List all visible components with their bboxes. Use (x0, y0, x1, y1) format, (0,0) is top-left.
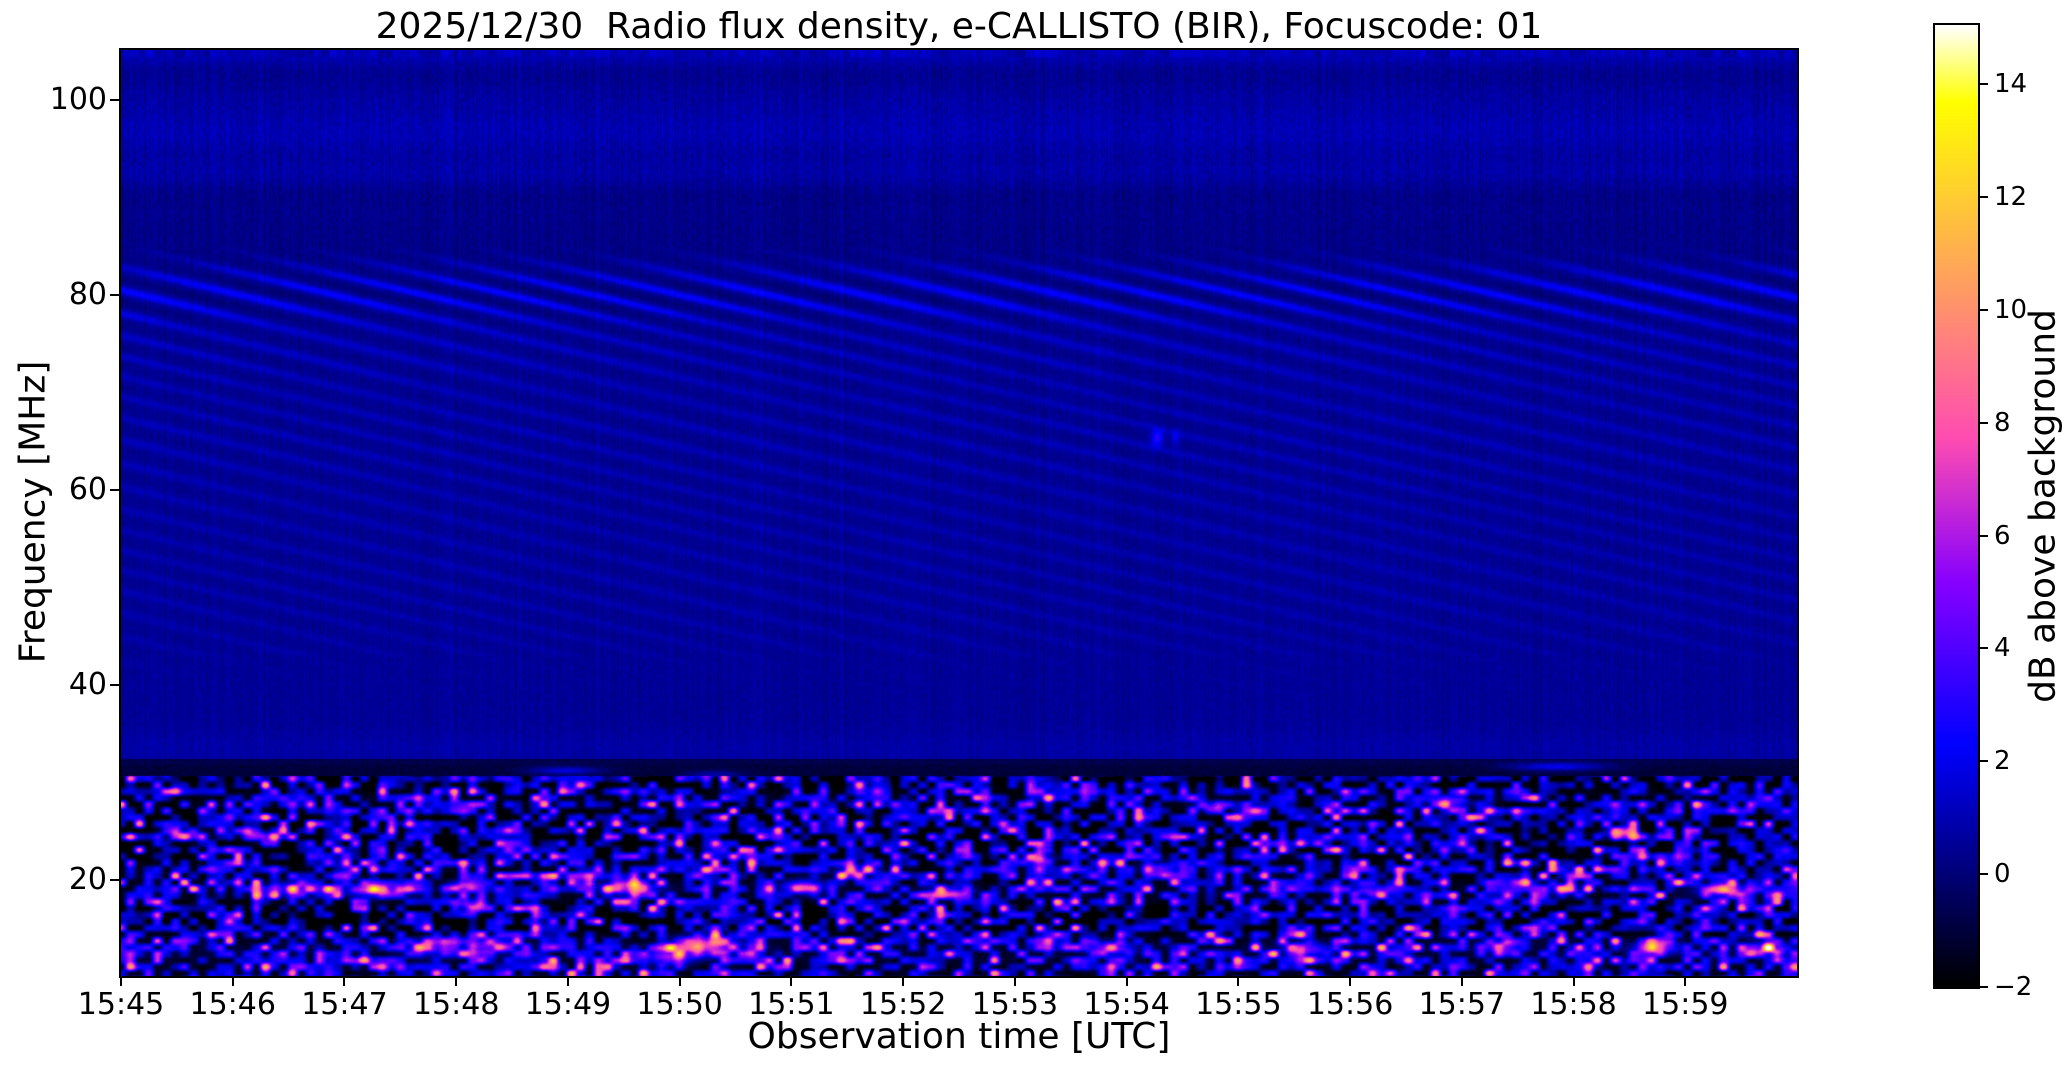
x-tick-label: 15:45 (77, 987, 165, 1022)
colorbar-tick-label: 6 (1994, 520, 2011, 551)
x-tick-label: 15:52 (859, 987, 947, 1022)
colorbar-tick-mark (1980, 760, 1988, 763)
x-tick-mark (343, 977, 346, 986)
colorbar-tick-label: 4 (1994, 633, 2011, 664)
colorbar-tick-label: −2 (1994, 972, 2033, 1002)
colorbar-tick-label: 2 (1994, 746, 2011, 777)
y-tick-label: 80 (68, 276, 107, 312)
colorbar-tick-mark (1980, 873, 1988, 876)
spectrogram-canvas (121, 50, 1797, 976)
colorbar-tick-mark (1980, 534, 1988, 537)
x-tick-label: 15:49 (524, 987, 612, 1022)
x-tick-mark (1460, 977, 1463, 986)
colorbar-label: dB above background (2022, 309, 2064, 703)
x-tick-mark (790, 977, 793, 986)
x-tick-mark (120, 977, 122, 986)
colorbar-tick-label: 12 (1994, 182, 2028, 213)
y-tick-mark (110, 879, 119, 882)
x-tick-label: 15:59 (1642, 987, 1729, 1022)
x-tick-label: 15:55 (1195, 987, 1282, 1022)
x-axis-label: Observation time [UTC] (747, 1016, 1171, 1057)
colorbar-tick-label: 14 (1994, 69, 2028, 100)
x-tick-mark (1349, 977, 1352, 986)
y-tick-mark (110, 489, 119, 492)
x-tick-mark (1237, 977, 1240, 986)
colorbar-tick-label: 10 (1994, 294, 2028, 325)
colorbar-tick-label: 8 (1994, 407, 2011, 438)
x-tick-mark (566, 977, 569, 986)
x-tick-label: 15:54 (1083, 987, 1170, 1022)
x-tick-mark (1013, 977, 1016, 986)
x-tick-label: 15:48 (412, 987, 500, 1022)
colorbar-tick-label: 0 (1994, 859, 2011, 890)
y-tick-mark (110, 98, 119, 101)
colorbar-tick-mark (1980, 647, 1988, 650)
colorbar-tick-mark (1980, 308, 1988, 311)
y-tick-label: 40 (68, 667, 107, 703)
plot-area (119, 48, 1799, 978)
x-tick-label: 15:58 (1530, 987, 1617, 1022)
y-tick-mark (110, 684, 119, 687)
chart-title: 2025/12/30 Radio flux density, e-CALLIST… (375, 6, 1543, 47)
x-tick-mark (1572, 977, 1575, 986)
x-tick-label: 15:51 (748, 987, 835, 1022)
x-tick-label: 15:56 (1306, 987, 1394, 1022)
y-tick-mark (110, 293, 119, 296)
x-tick-mark (902, 977, 905, 986)
x-tick-mark (455, 977, 458, 986)
x-tick-mark (1684, 977, 1687, 986)
colorbar-tick-mark (1980, 986, 1988, 988)
colorbar-tick-mark (1980, 83, 1988, 86)
colorbar-tick-mark (1980, 421, 1988, 424)
y-axis-label: Frequency [MHz] (12, 360, 54, 664)
colorbar-tick-mark (1980, 196, 1988, 199)
colorbar-gradient (1935, 25, 1978, 987)
x-tick-label: 15:50 (636, 987, 723, 1022)
x-tick-mark (678, 977, 681, 986)
colorbar (1933, 23, 1980, 989)
x-tick-label: 15:47 (301, 987, 388, 1022)
x-tick-mark (231, 977, 234, 986)
y-tick-label: 100 (49, 81, 107, 117)
x-tick-label: 15:46 (189, 987, 276, 1022)
x-tick-label: 15:53 (971, 987, 1059, 1022)
y-tick-label: 20 (68, 862, 107, 898)
x-tick-label: 15:57 (1418, 987, 1506, 1022)
y-tick-label: 60 (68, 472, 107, 508)
x-tick-mark (1125, 977, 1128, 986)
